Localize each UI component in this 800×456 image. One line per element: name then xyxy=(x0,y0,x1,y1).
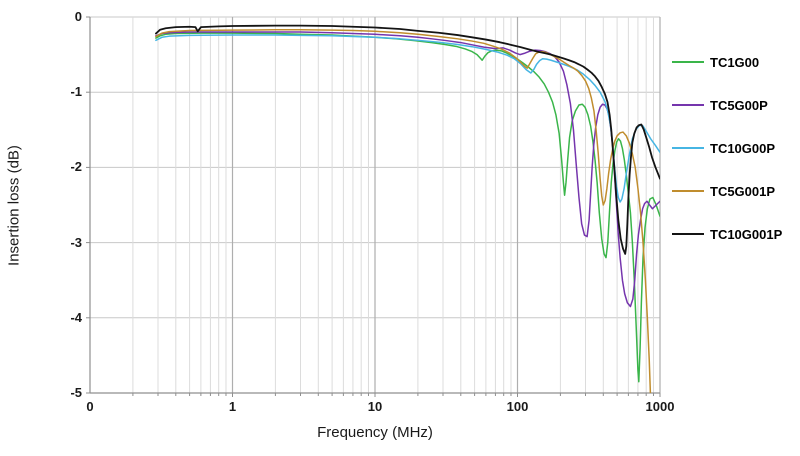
legend-item-TC10G00P: TC10G00P xyxy=(672,136,775,160)
x-tick-label: 1 xyxy=(228,399,237,414)
legend-line-swatch xyxy=(672,61,704,63)
legend-line-swatch xyxy=(672,147,704,149)
legend-line-swatch xyxy=(672,190,704,192)
series-line-TC10G00P xyxy=(155,34,660,203)
legend-item-label: TC10G001P xyxy=(710,226,783,242)
legend-item-TC5G001P: TC5G001P xyxy=(672,179,775,203)
legend-item-label: TC5G00P xyxy=(710,97,768,113)
legend-item-TC10G001P: TC10G001P xyxy=(672,222,782,246)
series-line-TC5G001P xyxy=(155,29,652,393)
y-tick-label: -3 xyxy=(70,234,82,250)
x-tick-label: 1000 xyxy=(645,399,675,414)
y-tick-label: -4 xyxy=(70,309,82,325)
legend-item-TC1G00: TC1G00 xyxy=(672,50,759,74)
x-tick-label: 100 xyxy=(506,399,529,414)
series-line-TC5G00P xyxy=(155,31,660,308)
series-curves xyxy=(154,24,660,393)
legend-item-label: TC5G001P xyxy=(710,183,776,199)
y-tick-label: -1 xyxy=(70,84,82,100)
legend-line-swatch xyxy=(672,104,704,106)
legend-line-swatch xyxy=(672,233,704,235)
y-tick-label: -2 xyxy=(70,159,82,175)
y-tick-label: 0 xyxy=(74,9,82,24)
x-tick-label: 0 xyxy=(86,399,94,414)
x-axis-title: Frequency (MHz) xyxy=(317,424,433,441)
x-tick-label: 10 xyxy=(367,399,383,414)
y-axis-title: Insertion loss (dB) xyxy=(5,145,23,266)
y-tick-label: -5 xyxy=(70,385,82,400)
legend-item-label: TC10G00P xyxy=(710,140,776,156)
legend-item-TC5G00P: TC5G00P xyxy=(672,93,768,117)
series-line-TC1G00 xyxy=(155,32,660,383)
series-line-TC10G001P xyxy=(154,24,660,255)
legend-item-label: TC1G00 xyxy=(710,54,760,70)
